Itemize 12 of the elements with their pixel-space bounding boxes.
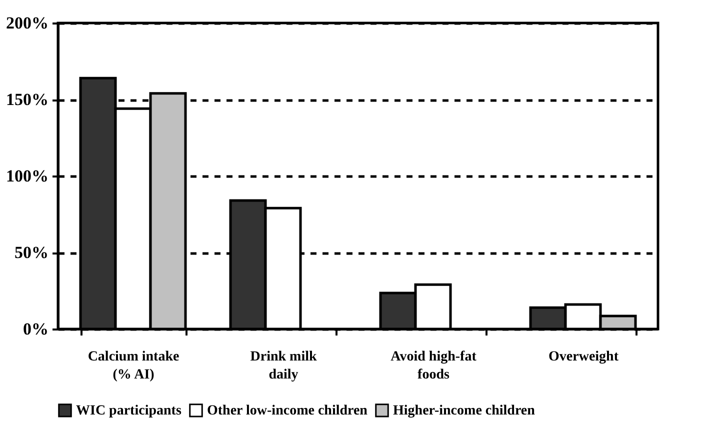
x-tick-label: Overweight xyxy=(548,350,619,364)
legend-label: WIC participants xyxy=(76,403,182,418)
y-tick-label: 150% xyxy=(6,90,48,109)
x-tick-label: Calcium intake (% AI) xyxy=(88,350,180,382)
y-tick-label: 100% xyxy=(6,166,48,186)
legend-label: Other low-income children xyxy=(207,403,368,418)
x-tick-label: Drink milk daily xyxy=(250,350,317,382)
x-tick-label: Avoid high-fat foods xyxy=(390,350,477,382)
y-tick-label: 0% xyxy=(23,320,48,338)
legend-label: Higher-income children xyxy=(393,403,536,418)
y-tick-label: 50% xyxy=(14,243,48,262)
y-tick-label: 200% xyxy=(6,14,48,32)
